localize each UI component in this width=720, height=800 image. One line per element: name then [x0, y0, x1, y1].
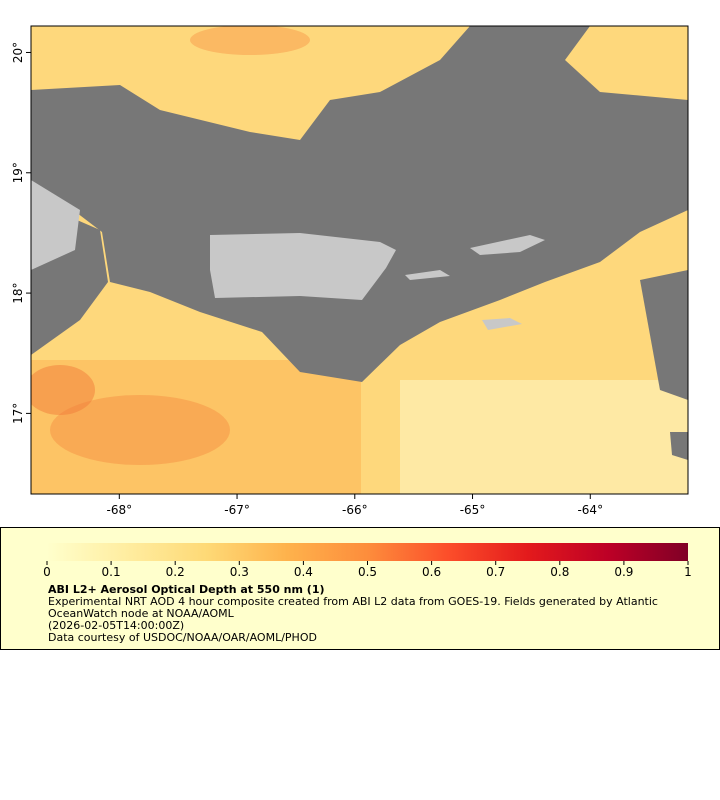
x-tick-label: -68° — [107, 503, 133, 517]
colorbar-tick-label: 0.9 — [614, 565, 633, 579]
land — [31, 180, 80, 270]
aod-low — [400, 380, 688, 494]
aod-hotspot — [31, 365, 95, 415]
map-frame — [30, 25, 689, 495]
colorbar-tick-label: 0.1 — [102, 565, 121, 579]
x-tick-label: -64° — [577, 503, 603, 517]
cloud-mask — [640, 270, 688, 400]
legend-credit: Data courtesy of USDOC/NOAA/OAR/AOML/PHO… — [48, 631, 317, 644]
colorbar-tick-label: 0.7 — [486, 565, 505, 579]
x-tick-label: -67° — [224, 503, 250, 517]
land — [405, 235, 545, 330]
cloud-mask — [31, 26, 688, 382]
legend-timestamp: (2026-02-05T14:00:00Z) — [48, 619, 185, 632]
land — [210, 233, 396, 300]
colorbar-tick-label: 0.8 — [550, 565, 569, 579]
cloud-mask — [670, 432, 688, 460]
colorbar-tick-label: 0.4 — [294, 565, 313, 579]
y-tick-label: 20° — [11, 42, 25, 63]
aod-hotspot — [50, 395, 230, 465]
legend-description: Experimental NRT AOD 4 hour composite cr… — [48, 595, 658, 620]
colorbar-tick-label: 0.5 — [358, 565, 377, 579]
map — [31, 26, 688, 494]
y-tick-label: 18° — [11, 282, 25, 303]
aod-hotspot — [190, 26, 310, 55]
colorbar-tick-label: 0 — [43, 565, 51, 579]
colorbar-tick-label: 0.3 — [230, 565, 249, 579]
y-tick-label: 17° — [11, 403, 25, 424]
x-tick-label: -65° — [460, 503, 486, 517]
colorbar-tick-label: 0.6 — [422, 565, 441, 579]
colorbar-tick-label: 1 — [684, 565, 692, 579]
colorbar — [47, 543, 688, 561]
y-tick-label: 19° — [11, 162, 25, 183]
colorbar-tick-label: 0.2 — [166, 565, 185, 579]
x-tick-label: -66° — [342, 503, 368, 517]
legend-title: ABI L2+ Aerosol Optical Depth at 550 nm … — [48, 583, 325, 596]
